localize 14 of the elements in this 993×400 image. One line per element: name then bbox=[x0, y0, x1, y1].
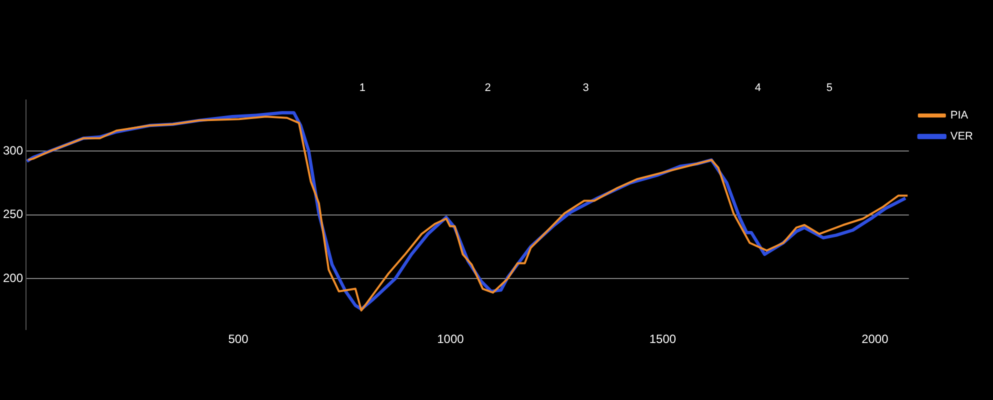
x-tick-label: 2000 bbox=[862, 332, 889, 346]
x-tick-label: 1500 bbox=[649, 332, 676, 346]
legend-label: VER bbox=[950, 130, 974, 143]
y-tick-label: 250 bbox=[2, 207, 24, 222]
text: 3 bbox=[582, 82, 589, 94]
x-tick-label: 500 bbox=[228, 332, 249, 346]
y-tick-label: 300 bbox=[2, 143, 24, 158]
x-tick-label: 1000 bbox=[437, 332, 464, 346]
y-tick-label: 200 bbox=[2, 270, 24, 285]
text: 2 bbox=[484, 82, 491, 94]
text: 5 bbox=[826, 82, 832, 94]
legend-label: PIA bbox=[950, 110, 969, 122]
text: 4 bbox=[754, 82, 761, 94]
text: 1 bbox=[359, 82, 366, 94]
